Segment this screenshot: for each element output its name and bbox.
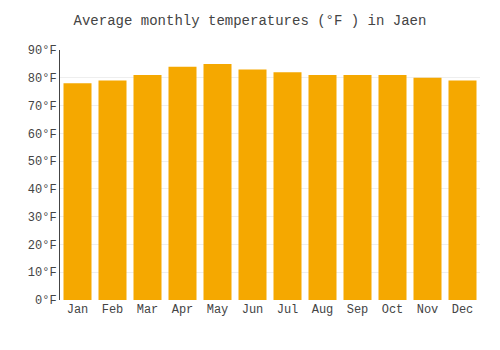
svg-text:40°F: 40°F <box>28 183 57 197</box>
svg-text:Apr: Apr <box>172 303 194 317</box>
svg-text:30°F: 30°F <box>28 211 57 225</box>
svg-text:Sep: Sep <box>347 303 369 317</box>
svg-text:50°F: 50°F <box>28 155 57 169</box>
svg-text:10°F: 10°F <box>28 266 57 280</box>
svg-text:Dec: Dec <box>452 303 474 317</box>
svg-text:Jan: Jan <box>67 303 89 317</box>
svg-text:Oct: Oct <box>382 303 404 317</box>
svg-text:60°F: 60°F <box>28 128 57 142</box>
svg-text:Jul: Jul <box>277 303 299 317</box>
svg-text:20°F: 20°F <box>28 239 57 253</box>
svg-text:80°F: 80°F <box>28 72 57 86</box>
svg-text:Aug: Aug <box>312 303 334 317</box>
svg-text:0°F: 0°F <box>35 294 57 308</box>
svg-text:70°F: 70°F <box>28 100 57 114</box>
svg-text:Mar: Mar <box>137 303 159 317</box>
svg-text:Nov: Nov <box>417 303 439 317</box>
svg-text:Jun: Jun <box>242 303 264 317</box>
svg-text:Feb: Feb <box>102 303 124 317</box>
svg-text:90°F: 90°F <box>28 44 57 58</box>
svg-text:May: May <box>207 303 229 317</box>
svg-text:Average monthly temperatures (: Average monthly temperatures (°F ) in Ja… <box>74 13 427 29</box>
